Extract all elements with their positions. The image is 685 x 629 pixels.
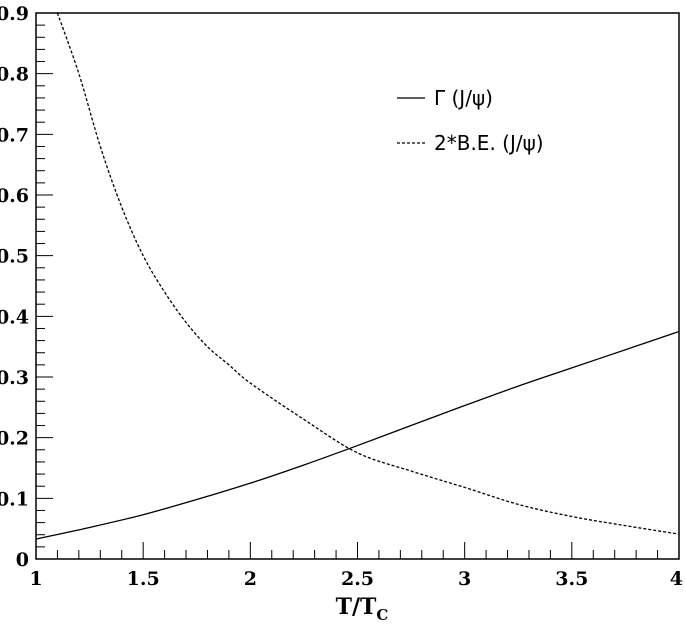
y-axis-tick-labels: 0 0.1 0.2 0.3 0.4 0.5 0.6 0.7 0.8 0.9	[0, 3, 29, 571]
y-tick-label: 0.8	[0, 64, 29, 86]
y-tick-label: 0.2	[0, 428, 29, 450]
y-tick-label: 0.3	[0, 367, 29, 389]
y-axis-ticks	[36, 12, 53, 560]
y-tick-label: 0.5	[0, 246, 29, 268]
x-tick-label: 3.5	[555, 568, 588, 590]
x-tick-label: 2.5	[341, 568, 374, 590]
legend-label-binding-energy: 2*B.E. (J/ψ)	[434, 131, 544, 155]
x-axis-title-main: T/T	[336, 594, 377, 620]
x-axis-ticks	[35, 542, 680, 559]
legend: Γ (J/ψ) 2*B.E. (J/ψ)	[397, 86, 544, 155]
y-tick-label: 0.7	[0, 124, 29, 146]
series-lines	[35, 12, 680, 540]
y-tick-label: 0.6	[0, 185, 29, 207]
series-line-binding-energy	[56, 12, 680, 535]
x-tick-label: 1.5	[127, 568, 160, 590]
x-axis-tick-labels: 1 1.5 2 2.5 3 3.5 4	[29, 568, 683, 590]
y-tick-label: 0.9	[0, 3, 29, 25]
y-tick-label: 0.4	[0, 306, 29, 328]
x-tick-label: 1	[29, 568, 42, 590]
x-tick-label: 3	[458, 568, 471, 590]
y-tick-label: 0	[16, 549, 29, 571]
series-line-gamma	[35, 330, 680, 540]
plot-frame	[35, 12, 680, 560]
x-axis-title-subscript: C	[376, 606, 388, 624]
x-axis-title: T/TC	[336, 594, 389, 624]
x-tick-label: 4	[670, 568, 683, 590]
legend-label-gamma: Γ (J/ψ)	[434, 86, 493, 110]
x-tick-label: 2	[244, 568, 257, 590]
y-tick-label: 0.1	[0, 488, 29, 510]
